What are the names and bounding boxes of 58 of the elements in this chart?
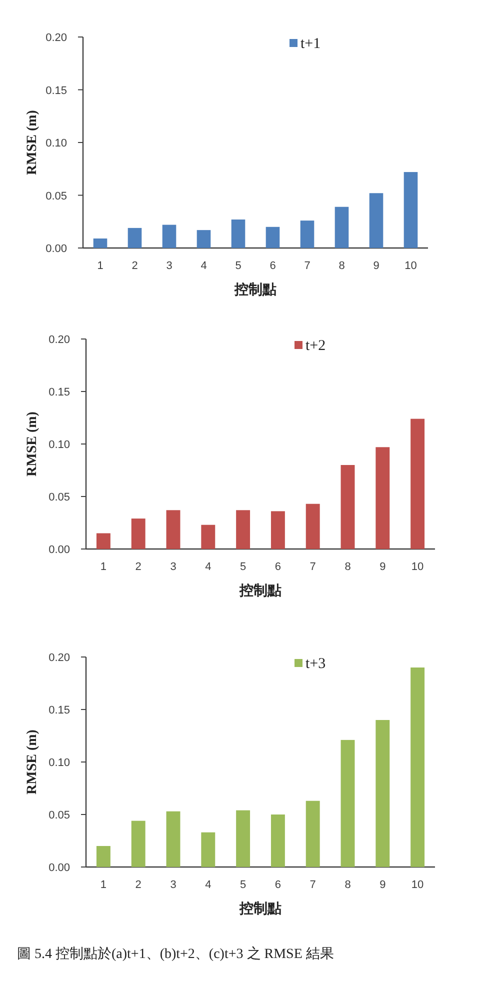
x-tick-label: 3 <box>170 561 176 573</box>
x-tick-label: 1 <box>100 879 107 891</box>
y-tick-label: 0.05 <box>48 492 70 504</box>
x-tick-label: 7 <box>310 879 316 891</box>
y-tick-label: 0.05 <box>48 810 70 822</box>
x-tick-label: 2 <box>135 879 142 891</box>
x-tick-label: 7 <box>310 561 316 573</box>
y-tick-label: 0.10 <box>48 439 70 451</box>
x-tick-label: 2 <box>135 561 142 573</box>
x-tick-label: 6 <box>270 260 276 272</box>
x-tick-label: 8 <box>338 260 345 272</box>
x-tick-label: 9 <box>373 260 380 272</box>
y-tick-label: 0.15 <box>48 704 70 716</box>
x-tick-label: 8 <box>344 561 351 573</box>
x-tick-label: 6 <box>274 879 282 891</box>
x-tick-label: 2 <box>132 260 138 272</box>
x-axis-title: 控制點 <box>238 583 282 599</box>
y-tick-label: 0.05 <box>46 190 67 202</box>
x-tick-label: 10 <box>404 260 417 272</box>
y-axis-title: RMSE (m) <box>25 411 40 476</box>
x-axis-title: 控制點 <box>234 282 276 298</box>
x-tick-label: 10 <box>411 561 424 573</box>
caption: 圖 5.4 控制點於(a)t+1、(b)t+2、(c)t+3 之 RMSE 結果 <box>17 946 334 962</box>
x-tick-label: 6 <box>274 561 282 573</box>
y-tick-label: 0.10 <box>46 138 67 150</box>
x-tick-label: 4 <box>205 561 212 573</box>
x-axis-title: 控制點 <box>238 901 282 917</box>
legend-label: t+3 <box>306 656 326 672</box>
y-tick-label: 0.20 <box>48 334 70 346</box>
y-tick-label: 0.15 <box>46 84 67 97</box>
legend: t+1 <box>290 36 321 52</box>
legend-label: t+2 <box>306 338 326 354</box>
y-tick-label: 0.00 <box>48 862 70 874</box>
x-tick-label: 7 <box>304 260 310 272</box>
y-tick-label: 0.00 <box>46 243 67 255</box>
x-tick-label: 1 <box>97 260 104 272</box>
y-axis-title: RMSE (m) <box>25 110 40 175</box>
y-tick-label: 0.00 <box>48 544 70 556</box>
x-tick-label: 5 <box>240 879 246 891</box>
legend: t+2 <box>294 338 326 354</box>
x-tick-label: 1 <box>100 561 107 573</box>
legend-label: t+1 <box>300 36 321 52</box>
y-tick-label: 0.20 <box>46 32 67 44</box>
y-tick-label: 0.10 <box>48 757 70 769</box>
y-axis-title: RMSE (m) <box>25 729 40 794</box>
x-tick-label: 9 <box>380 561 386 573</box>
legend: t+3 <box>294 656 326 672</box>
x-tick-label: 9 <box>380 879 386 891</box>
x-tick-label: 5 <box>235 260 242 272</box>
y-tick-label: 0.15 <box>48 386 70 398</box>
x-tick-label: 10 <box>411 879 424 891</box>
x-tick-label: 4 <box>200 260 207 272</box>
x-tick-label: 8 <box>344 879 351 891</box>
y-tick-label: 0.20 <box>48 652 70 664</box>
x-tick-label: 3 <box>170 879 176 891</box>
x-tick-label: 4 <box>205 879 212 891</box>
x-tick-label: 5 <box>240 561 246 573</box>
x-tick-label: 3 <box>166 260 172 272</box>
